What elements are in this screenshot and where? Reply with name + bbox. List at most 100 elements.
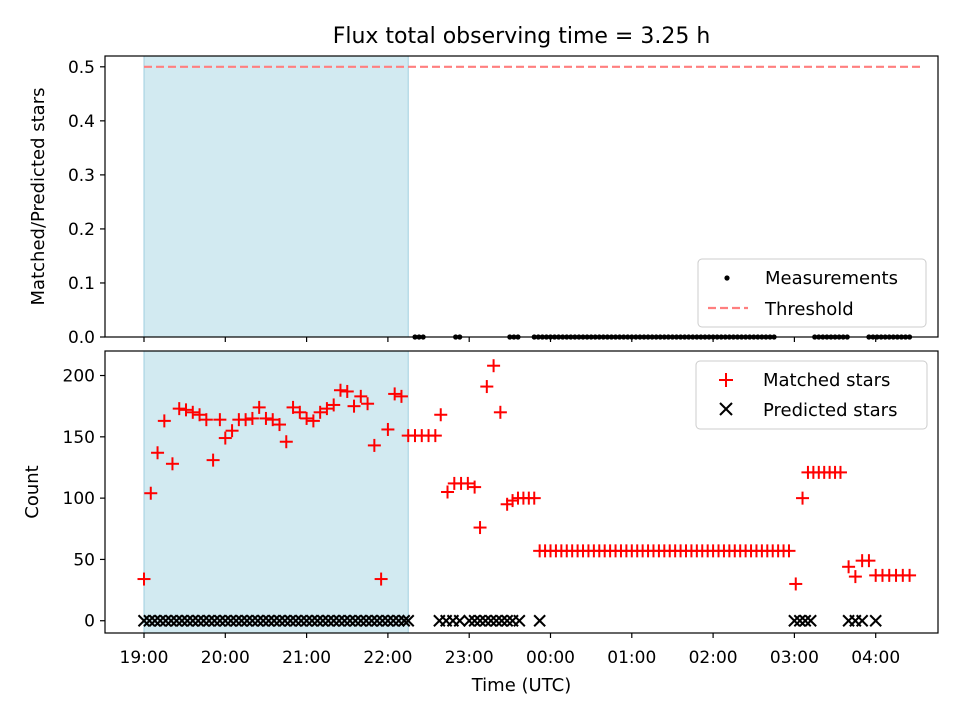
predicted-stars-points — [137, 614, 882, 627]
y-tick-label: 0 — [84, 612, 95, 632]
predicted-star-point — [235, 614, 248, 627]
legend-predicted-marker — [719, 402, 733, 416]
predicted-star-point — [392, 614, 405, 627]
matched-star-point — [333, 383, 347, 397]
predicted-star-point — [495, 614, 508, 627]
matched-star-point — [381, 422, 395, 436]
matched-star-point — [842, 560, 856, 574]
predicted-star-point — [360, 614, 373, 627]
predicted-star-point — [479, 614, 492, 627]
matched-star-point — [493, 405, 507, 419]
matched-star-point — [782, 544, 796, 558]
matched-star-point — [157, 414, 171, 428]
predicted-star-point — [500, 614, 514, 627]
predicted-star-point — [305, 614, 319, 627]
matched-star-point — [213, 413, 227, 427]
matched-star-point — [259, 411, 273, 425]
matched-star-point — [151, 446, 165, 460]
predicted-star-point — [370, 614, 384, 627]
x-tick-label: 04:00 — [851, 648, 900, 668]
matched-star-point — [527, 491, 541, 505]
matched-star-point — [506, 494, 520, 508]
matched-star-point — [172, 402, 186, 416]
predicted-star-point — [224, 614, 237, 627]
predicted-star-point — [799, 614, 812, 627]
matched-star-point — [144, 486, 158, 500]
bottom-y-ticks: 0 50 100 150 200 — [63, 367, 105, 632]
predicted-star-point — [365, 614, 378, 627]
matched-star-point — [193, 408, 207, 422]
predicted-star-point — [343, 614, 357, 627]
matched-star-point — [461, 476, 475, 490]
legend-matched-label: Matched stars — [763, 370, 890, 391]
matched-star-point — [367, 438, 381, 452]
predicted-star-point — [462, 614, 476, 627]
predicted-star-point — [473, 614, 487, 627]
predicted-star-point — [175, 614, 189, 627]
top-legend-box — [697, 258, 927, 328]
y-tick-label: 0.3 — [68, 166, 95, 186]
matched-star-point — [833, 465, 847, 479]
matched-star-point — [206, 453, 220, 467]
observing-shade-bottom — [143, 350, 409, 634]
predicted-star-point — [251, 614, 265, 627]
predicted-star-point — [181, 614, 194, 627]
predicted-star-point — [490, 614, 503, 627]
predicted-star-point — [402, 614, 415, 627]
matched-star-point — [218, 431, 232, 445]
predicted-star-point — [855, 614, 869, 627]
bottom-panel: 0 50 100 150 200 19:00 20:00 21:00 22:00 23:00 00… — [22, 350, 939, 696]
predicted-star-point — [869, 614, 882, 627]
predicted-star-point — [257, 614, 270, 627]
chart-title: Flux total observing time = 3.25 h — [333, 24, 711, 49]
x-tick-label: 20:00 — [201, 648, 250, 668]
predicted-star-point — [338, 614, 351, 627]
y-tick-label: 0.4 — [68, 112, 95, 132]
matched-star-point — [300, 411, 314, 425]
predicted-star-point — [137, 614, 151, 627]
matched-star-point — [374, 572, 388, 586]
predicted-star-point — [300, 614, 313, 627]
predicted-star-point — [202, 614, 216, 627]
matched-star-point — [473, 521, 487, 535]
y-tick-label: 0.1 — [68, 274, 95, 294]
matched-star-point — [327, 398, 341, 412]
predicted-star-point — [316, 614, 330, 627]
predicted-star-point — [793, 614, 807, 627]
predicted-star-point — [354, 614, 368, 627]
matched-star-point — [313, 405, 327, 419]
predicted-star-point — [229, 614, 243, 627]
predicted-star-point — [387, 614, 400, 627]
bottom-x-ticks: 19:00 20:00 21:00 22:00 23:00 00:00 01:00 02:00… — [120, 633, 900, 668]
legend-measurements-marker — [724, 275, 730, 281]
x-tick-label: 23:00 — [445, 648, 494, 668]
bottom-y-axis-label: Count — [22, 465, 43, 518]
legend-predicted-label: Predicted stars — [763, 400, 897, 421]
matched-star-point — [137, 572, 151, 586]
predicted-star-point — [453, 614, 466, 627]
predicted-star-point — [197, 614, 210, 627]
matched-star-point — [286, 400, 300, 414]
matched-star-point — [441, 485, 455, 499]
predicted-star-point — [154, 614, 167, 627]
top-x-ticks — [143, 337, 877, 342]
predicted-star-point — [349, 614, 362, 627]
matched-star-point — [796, 491, 810, 505]
legend-matched-marker — [719, 373, 733, 387]
top-y-ticks: 0.0 0.1 0.2 0.3 0.4 0.5 — [68, 58, 105, 348]
predicted-star-point — [278, 614, 292, 627]
matched-star-point — [862, 554, 876, 568]
predicted-star-point — [788, 614, 801, 627]
predicted-star-point — [322, 614, 335, 627]
x-tick-label: 00:00 — [526, 648, 575, 668]
x-tick-label: 01:00 — [607, 648, 656, 668]
predicted-star-point — [208, 614, 221, 627]
predicted-star-point — [262, 614, 275, 627]
predicted-star-point — [213, 614, 227, 627]
top-panel: 0.0 0.1 0.2 0.3 0.4 0.5 Matched/Predicted sta… — [28, 55, 939, 348]
predicted-star-point — [159, 614, 172, 627]
matched-star-point — [199, 413, 213, 427]
matched-star-point — [293, 405, 307, 419]
matched-star-point — [320, 402, 334, 416]
